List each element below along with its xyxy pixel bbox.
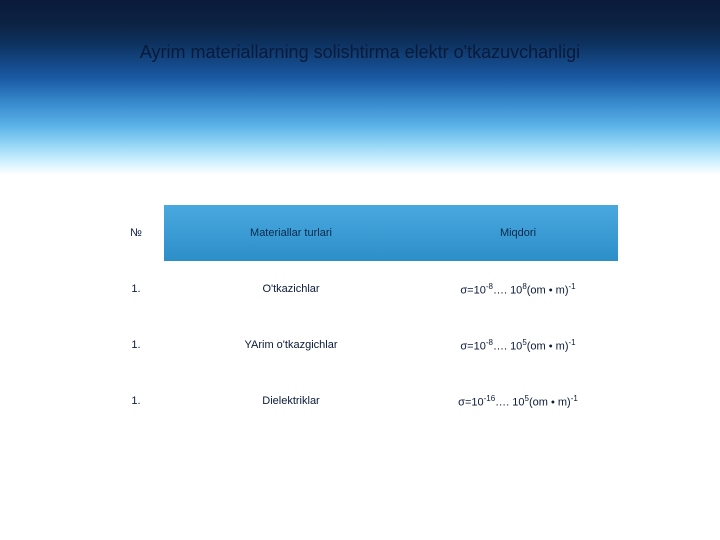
col-header-material: Materiallar turlari xyxy=(164,205,418,261)
cell-material: Dielektriklar xyxy=(164,373,418,429)
table-header-row: № Materiallar turlari Miqdori xyxy=(108,205,618,261)
cell-material: YArim o'tkazgichlar xyxy=(164,317,418,373)
cell-value: σ=10-8…. 108(om • m)-1 xyxy=(418,261,618,317)
header-gradient-band xyxy=(0,0,720,175)
cell-value: σ=10-8…. 105(om • m)-1 xyxy=(418,317,618,373)
cell-number: 1. xyxy=(108,373,164,429)
slide: Ayrim materiallarning solishtirma elektr… xyxy=(0,0,720,540)
cell-material: O'tkazichlar xyxy=(164,261,418,317)
table-row: 1. O'tkazichlar σ=10-8…. 108(om • m)-1 xyxy=(108,261,618,317)
materials-table-container: № Materiallar turlari Miqdori 1. O'tkazi… xyxy=(108,205,618,429)
col-header-value: Miqdori xyxy=(418,205,618,261)
table-row: 1. Dielektriklar σ=10-16…. 105(om • m)-1 xyxy=(108,373,618,429)
materials-table: № Materiallar turlari Miqdori 1. O'tkazi… xyxy=(108,205,618,429)
table-row: 1. YArim o'tkazgichlar σ=10-8…. 105(om •… xyxy=(108,317,618,373)
cell-value: σ=10-16…. 105(om • m)-1 xyxy=(418,373,618,429)
slide-title: Ayrim materiallarning solishtirma elektr… xyxy=(0,42,720,63)
cell-number: 1. xyxy=(108,261,164,317)
col-header-number: № xyxy=(108,205,164,261)
cell-number: 1. xyxy=(108,317,164,373)
